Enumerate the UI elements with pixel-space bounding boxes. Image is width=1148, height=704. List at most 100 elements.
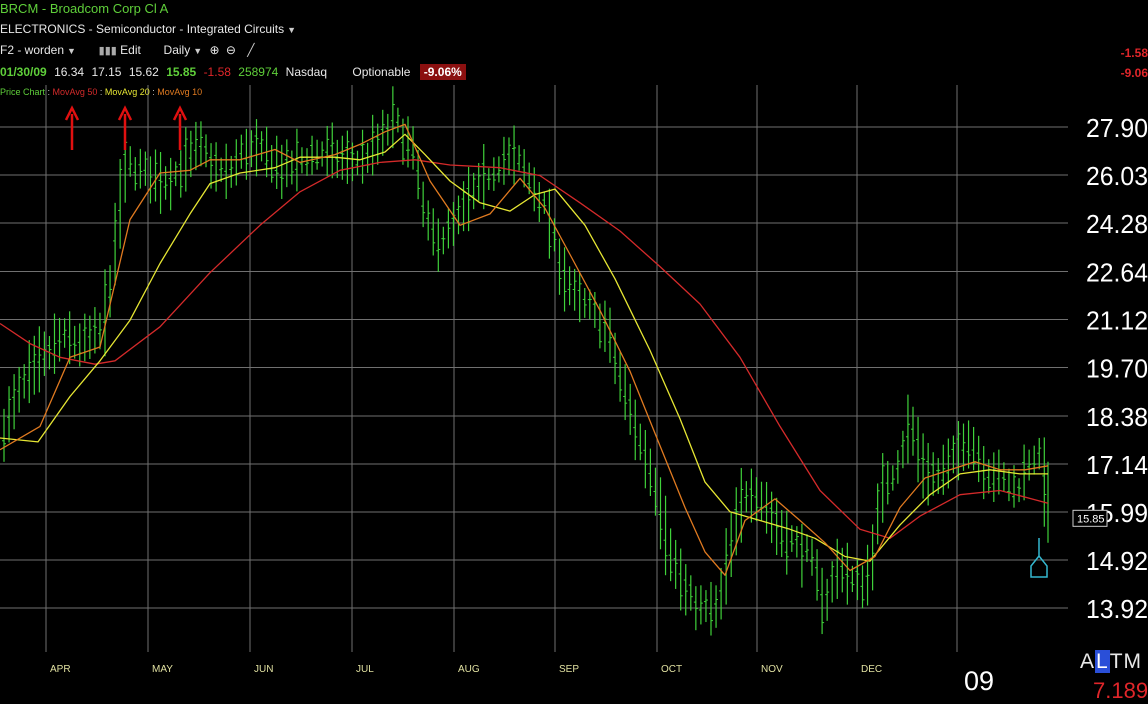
price-bar bbox=[214, 142, 219, 192]
price-bar bbox=[299, 147, 304, 174]
price-bar bbox=[754, 477, 759, 522]
corner-change: -1.58 bbox=[1120, 46, 1148, 60]
price-bar bbox=[441, 226, 446, 255]
y-tick-label: 21.12 bbox=[1086, 306, 1148, 336]
y-tick-label: 17.14 bbox=[1086, 450, 1148, 480]
price-bar bbox=[431, 208, 436, 256]
price-bar bbox=[254, 119, 259, 177]
industry-selector[interactable]: ELECTRONICS - Semiconductor - Integrated… bbox=[0, 22, 296, 37]
watchlist-selector[interactable]: F2 - worden ▼ bbox=[0, 43, 76, 57]
price-bar bbox=[688, 575, 693, 611]
price-bar bbox=[638, 423, 643, 461]
price-bar bbox=[390, 86, 395, 149]
price-bar bbox=[608, 307, 612, 363]
price-bar bbox=[552, 218, 557, 252]
price-bar bbox=[1037, 437, 1042, 470]
x-tick-label: SEP bbox=[559, 664, 579, 675]
price-bar bbox=[577, 272, 582, 323]
legend-ma50[interactable]: MovAvg 50 bbox=[52, 87, 98, 97]
price-bar bbox=[587, 289, 592, 320]
price-bar bbox=[370, 114, 375, 176]
period-selector[interactable]: Daily ▼ bbox=[164, 43, 203, 57]
price-bar bbox=[835, 538, 840, 599]
optionable-label: Optionable bbox=[352, 65, 411, 79]
price-bar bbox=[234, 139, 239, 186]
price-bar bbox=[173, 161, 178, 187]
zoom-out-icon[interactable]: ⊖ bbox=[225, 43, 236, 57]
last-price-label: 15.85 bbox=[1077, 513, 1105, 525]
symbol-title[interactable]: BRCM - Broadcom Corp Cl A bbox=[0, 2, 168, 16]
price-bar bbox=[921, 433, 926, 499]
price-bar bbox=[350, 142, 355, 182]
watchlist-label: F2 - worden bbox=[0, 43, 65, 57]
last-price-box bbox=[1072, 509, 1108, 527]
chevron-down-icon: ▼ bbox=[287, 25, 297, 35]
alt-selector[interactable]: ALTM bbox=[1080, 650, 1142, 674]
chart-grid bbox=[0, 85, 1068, 652]
pencil-icon[interactable]: ╱ bbox=[247, 43, 255, 57]
price-bar bbox=[37, 326, 42, 393]
price-bar bbox=[421, 181, 426, 228]
price-bar bbox=[315, 139, 320, 170]
price-bar bbox=[496, 156, 501, 183]
price-bar bbox=[148, 156, 153, 204]
alt-option-m[interactable]: M bbox=[1123, 650, 1143, 673]
zoom-in-icon[interactable]: ⊕ bbox=[209, 43, 220, 57]
price-bar bbox=[239, 134, 244, 169]
edit-button[interactable]: ▮▮▮ Edit bbox=[99, 43, 141, 57]
symbol-name: BRCM - Broadcom Corp Cl A bbox=[0, 1, 169, 16]
x-tick-label: JUL bbox=[356, 664, 374, 675]
y-tick-label: 24.28 bbox=[1086, 209, 1148, 239]
legend-ma20[interactable]: MovAvg 20 bbox=[104, 87, 150, 97]
alt-option-t[interactable]: T bbox=[1109, 650, 1124, 673]
price-bar bbox=[557, 238, 562, 295]
bar-chart-icon: ▮▮▮ bbox=[98, 45, 117, 57]
x-tick-label: DEC bbox=[861, 664, 882, 675]
price-bar bbox=[133, 157, 138, 191]
price-bar bbox=[330, 122, 335, 179]
price-bar bbox=[72, 325, 77, 359]
y-tick-label: 13.92 bbox=[1086, 594, 1148, 624]
price-bar bbox=[517, 145, 522, 171]
x-tick-label: AUG bbox=[458, 664, 480, 675]
price-bar bbox=[77, 323, 82, 367]
price-bar bbox=[229, 155, 234, 188]
price-bar bbox=[118, 158, 123, 249]
price-bar bbox=[946, 438, 951, 489]
price-bar bbox=[926, 442, 931, 506]
price-bar bbox=[633, 399, 638, 461]
alt-option-l[interactable]: L bbox=[1095, 650, 1110, 673]
price-bar bbox=[991, 452, 996, 503]
price-bar bbox=[310, 135, 315, 175]
period-label: Daily bbox=[163, 43, 191, 57]
price-bar bbox=[981, 446, 986, 500]
price-bar bbox=[1032, 445, 1037, 475]
price-bar bbox=[602, 300, 607, 352]
price-bar bbox=[673, 539, 678, 589]
price-bar bbox=[466, 166, 471, 232]
price-bar bbox=[709, 581, 713, 636]
price-bar bbox=[153, 149, 158, 202]
quote-high: 17.15 bbox=[91, 65, 122, 79]
price-bar bbox=[163, 166, 168, 200]
price-bar bbox=[724, 528, 729, 605]
price-bar bbox=[961, 423, 966, 471]
arrow-up-icon bbox=[117, 105, 133, 121]
price-bar bbox=[113, 202, 118, 286]
x-tick-label: NOV bbox=[761, 664, 783, 675]
legend-ma10[interactable]: MovAvg 10 bbox=[157, 87, 203, 97]
price-bar bbox=[976, 435, 981, 483]
price-bar bbox=[193, 121, 198, 171]
price-bar bbox=[744, 481, 749, 513]
price-bar bbox=[7, 386, 12, 443]
x-tick-label: APR bbox=[50, 664, 71, 675]
price-bar bbox=[850, 565, 855, 593]
price-bar bbox=[895, 450, 900, 484]
price-bar bbox=[936, 458, 941, 494]
price-bar bbox=[880, 453, 885, 523]
price-bar bbox=[143, 151, 148, 186]
price-chart-label: Price Chart bbox=[0, 87, 46, 97]
price-bar bbox=[658, 477, 663, 550]
alt-option-a[interactable]: A bbox=[1080, 650, 1096, 673]
